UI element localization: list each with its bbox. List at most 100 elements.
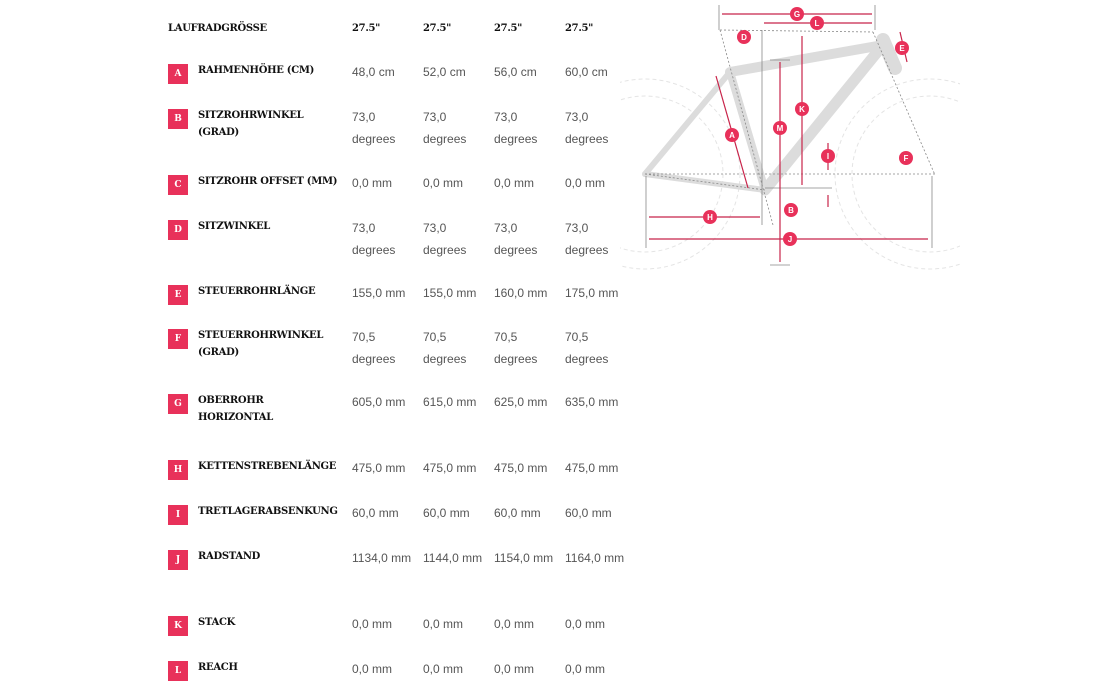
row-value: 73,0 degrees bbox=[423, 110, 467, 146]
row-letter-badge: H bbox=[168, 460, 188, 480]
diagram-marker-label: D bbox=[741, 33, 747, 42]
row-letter-badge: F bbox=[168, 329, 188, 349]
row-label: TRETLAGERABSENKUNG bbox=[198, 506, 338, 517]
row-value: 0,0 mm bbox=[352, 176, 393, 190]
row-value: 0,0 mm bbox=[352, 617, 393, 631]
diagram-marker-i bbox=[821, 149, 835, 163]
row-label: OBERROHR HORIZONTAL bbox=[198, 395, 273, 423]
diagram-marker-label: L bbox=[815, 19, 820, 28]
diagram-marker-label: H bbox=[707, 213, 713, 222]
row-letter-badge: C bbox=[168, 175, 188, 195]
row-value: 70,5 degrees bbox=[352, 330, 396, 366]
diagram-marker-a bbox=[725, 128, 739, 142]
row-value: 60,0 mm bbox=[423, 506, 470, 520]
row-value: 0,0 mm bbox=[423, 662, 464, 676]
diagram-marker-label: M bbox=[777, 124, 784, 133]
row-label: SITZROHR OFFSET (MM) bbox=[198, 176, 338, 187]
row-letter-badge: D bbox=[168, 220, 188, 240]
diagram-marker-l bbox=[810, 16, 824, 30]
row-value: 1154,0 mm bbox=[494, 551, 554, 565]
row-value: 160,0 mm bbox=[494, 286, 548, 300]
row-label: STEUERROHRLÄNGE bbox=[198, 286, 316, 297]
row-value: 70,5 degrees bbox=[494, 330, 538, 366]
row-value: 0,0 mm bbox=[565, 617, 606, 631]
row-label: SITZWINKEL bbox=[198, 221, 271, 232]
row-letter-badge: K bbox=[168, 616, 188, 636]
row-value: 60,0 mm bbox=[494, 506, 541, 520]
row-letter-badge: I bbox=[168, 505, 188, 525]
row-letter-badge: J bbox=[168, 550, 188, 570]
row-value: 1134,0 mm bbox=[352, 551, 412, 565]
row-value: 70,5 degrees bbox=[423, 330, 467, 366]
diagram-marker-j bbox=[783, 232, 797, 246]
diagram-marker-h bbox=[703, 210, 717, 224]
diagram-marker-label: K bbox=[799, 105, 805, 114]
row-value: 0,0 mm bbox=[565, 176, 606, 190]
size-column-header: 27.5" bbox=[565, 23, 594, 34]
wheel-size-header: LAUFRADGRÖSSE bbox=[168, 23, 267, 34]
bike-geometry-diagram: A B D E F G H I J K L M bbox=[620, 5, 960, 270]
size-column-header: 27.5" bbox=[352, 23, 381, 34]
row-value: 73,0 degrees bbox=[352, 110, 396, 146]
row-value: 0,0 mm bbox=[423, 617, 464, 631]
row-value: 73,0 degrees bbox=[494, 221, 538, 257]
row-value: 625,0 mm bbox=[494, 395, 548, 409]
row-value: 60,0 cm bbox=[565, 65, 608, 79]
row-label: REACH bbox=[198, 662, 238, 673]
row-letter-badge: B bbox=[168, 109, 188, 129]
row-value: 48,0 cm bbox=[352, 65, 395, 79]
row-value: 1144,0 mm bbox=[423, 551, 483, 565]
diagram-marker-e bbox=[895, 41, 909, 55]
diagram-marker-f bbox=[899, 151, 913, 165]
row-value: 0,0 mm bbox=[494, 617, 535, 631]
row-label: RADSTAND bbox=[198, 551, 261, 562]
row-value: 73,0 degrees bbox=[423, 221, 467, 257]
diagram-marker-k bbox=[795, 102, 809, 116]
size-column-header: 27.5" bbox=[423, 23, 452, 34]
row-value: 73,0 degrees bbox=[494, 110, 538, 146]
size-column-header: 27.5" bbox=[494, 23, 523, 34]
row-label: RAHMENHÖHE (CM) bbox=[198, 65, 315, 76]
diagram-marker-label: E bbox=[899, 44, 905, 53]
row-letter-badge: E bbox=[168, 285, 188, 305]
row-value: 605,0 mm bbox=[352, 395, 406, 409]
row-value: 73,0 degrees bbox=[565, 221, 609, 257]
row-label: STACK bbox=[198, 617, 236, 628]
row-value: 615,0 mm bbox=[423, 395, 477, 409]
row-label: SITZROHRWINKEL (GRAD) bbox=[198, 110, 304, 138]
row-value: 73,0 degrees bbox=[565, 110, 609, 146]
diagram-marker-d bbox=[737, 30, 751, 44]
row-value: 56,0 cm bbox=[494, 65, 537, 79]
row-value: 60,0 mm bbox=[565, 506, 612, 520]
row-value: 635,0 mm bbox=[565, 395, 619, 409]
row-value: 1164,0 mm bbox=[565, 551, 625, 565]
row-value: 155,0 mm bbox=[352, 286, 406, 300]
row-value: 0,0 mm bbox=[352, 662, 393, 676]
row-value: 0,0 mm bbox=[494, 176, 535, 190]
row-value: 52,0 cm bbox=[423, 65, 466, 79]
row-letter-badge: G bbox=[168, 394, 188, 414]
diagram-marker-g bbox=[790, 7, 804, 21]
row-value: 475,0 mm bbox=[494, 461, 548, 475]
row-letter-badge: L bbox=[168, 661, 188, 681]
row-value: 475,0 mm bbox=[423, 461, 477, 475]
diagram-marker-b bbox=[784, 203, 798, 217]
row-value: 175,0 mm bbox=[565, 286, 619, 300]
diagram-marker-label: G bbox=[794, 10, 800, 19]
diagram-marker-label: A bbox=[729, 131, 735, 140]
row-value: 475,0 mm bbox=[565, 461, 619, 475]
row-label: STEUERROHRWINKEL (GRAD) bbox=[198, 330, 324, 358]
row-value: 60,0 mm bbox=[352, 506, 399, 520]
row-value: 0,0 mm bbox=[565, 662, 606, 676]
row-value: 70,5 degrees bbox=[565, 330, 609, 366]
row-value: 0,0 mm bbox=[494, 662, 535, 676]
row-value: 73,0 degrees bbox=[352, 221, 396, 257]
diagram-marker-label: J bbox=[788, 235, 792, 244]
row-value: 475,0 mm bbox=[352, 461, 406, 475]
row-label: KETTENSTREBENLÄNGE bbox=[198, 461, 337, 472]
row-value: 0,0 mm bbox=[423, 176, 464, 190]
row-value: 155,0 mm bbox=[423, 286, 477, 300]
row-letter-badge: A bbox=[168, 64, 188, 84]
diagram-marker-label: I bbox=[827, 152, 829, 161]
diagram-marker-label: F bbox=[904, 154, 909, 163]
